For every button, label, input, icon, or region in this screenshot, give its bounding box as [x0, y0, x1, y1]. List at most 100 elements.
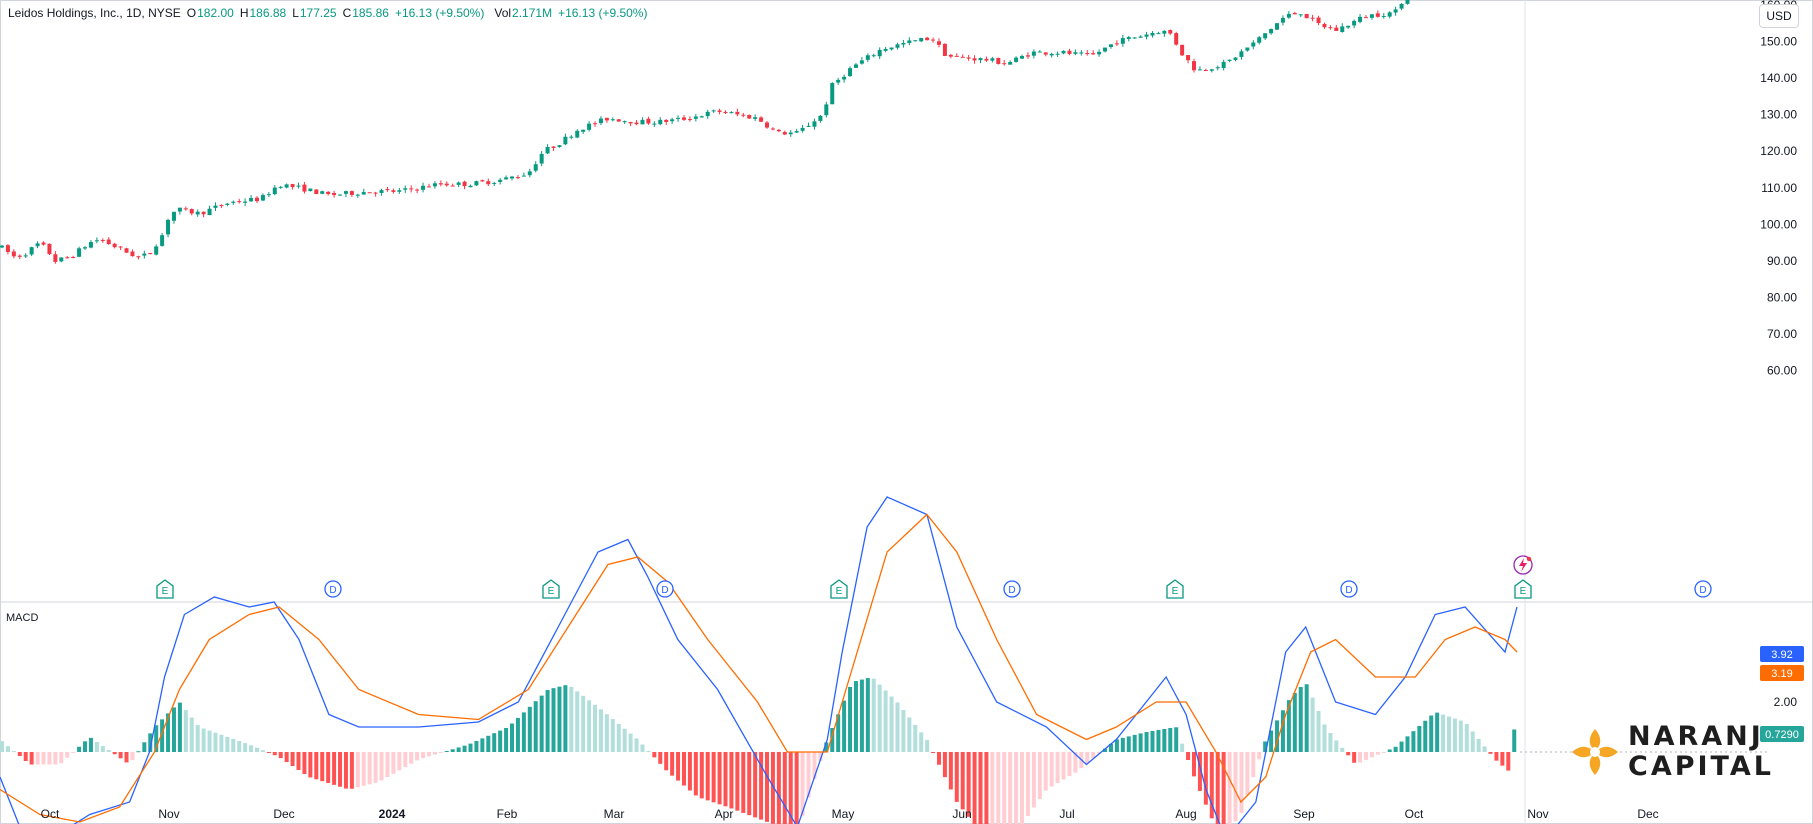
candle: [616, 119, 621, 122]
open-label: O: [186, 6, 197, 20]
candle: [17, 255, 22, 257]
macd-histogram-bar: [59, 752, 64, 764]
volume-change: +16.13 (+9.50%): [558, 6, 648, 20]
candle: [160, 235, 165, 246]
candle: [1186, 55, 1191, 61]
candle: [960, 56, 965, 58]
macd-histogram-bar: [1055, 752, 1060, 784]
candle: [812, 121, 817, 127]
macd-histogram-bar: [1037, 752, 1042, 800]
macd-histogram-bar: [1144, 731, 1149, 752]
macd-histogram-bar: [925, 739, 930, 752]
price-axis-tick-14: 70.00: [1767, 327, 1797, 341]
candle: [788, 132, 793, 135]
macd-histogram-bar: [249, 745, 254, 752]
candle: [130, 251, 135, 257]
macd-histogram-bar: [1494, 752, 1499, 761]
macd-histogram-bar: [189, 717, 194, 752]
macd-histogram-bar: [877, 684, 882, 752]
macd-histogram-bar: [842, 700, 847, 752]
candle: [770, 128, 775, 130]
candle: [1180, 44, 1185, 56]
candle: [1067, 50, 1072, 54]
macd-histogram-bar: [510, 723, 515, 752]
candle: [1369, 14, 1374, 18]
macd-histogram-bar: [521, 712, 526, 752]
candle: [942, 43, 947, 56]
macd-histogram-bar: [213, 732, 218, 752]
macd-histogram-bar: [1387, 749, 1392, 752]
macd-histogram-bar: [83, 741, 88, 752]
candle: [931, 39, 936, 41]
candle: [462, 181, 467, 187]
macd-histogram-bar: [818, 752, 823, 761]
brand-line-1: NARANJ: [1628, 721, 1764, 752]
candle: [575, 130, 580, 138]
macd-histogram-bar: [1346, 752, 1351, 756]
macd-histogram-bar: [557, 686, 562, 752]
macd-histogram-bar: [373, 752, 378, 783]
macd-histogram-bar: [65, 752, 70, 758]
macd-histogram-bar: [231, 738, 236, 752]
macd-histogram-bar: [622, 728, 627, 752]
candle: [444, 183, 449, 186]
time-axis-tick-11: Sep: [1293, 807, 1315, 821]
macd-histogram-bar: [1132, 734, 1137, 752]
candle: [284, 184, 289, 188]
price-change: +16.13 (+9.50%): [394, 6, 485, 20]
candle: [11, 251, 16, 257]
candle: [124, 248, 129, 253]
currency-button[interactable]: USD: [1759, 4, 1799, 28]
candle: [183, 208, 188, 210]
macd-histogram-bar: [1251, 752, 1256, 778]
candle: [610, 119, 615, 121]
dividend-d-icon: D: [656, 580, 674, 598]
macd-histogram-bar: [770, 752, 775, 824]
macd-indicator-label[interactable]: MACD: [6, 612, 39, 624]
candle: [859, 60, 864, 64]
macd-histogram-bar: [498, 730, 503, 752]
candle: [1150, 32, 1155, 36]
open-value: 182.00: [197, 6, 234, 20]
candle: [94, 240, 99, 242]
macd-histogram-bar: [207, 730, 212, 752]
macd-histogram-bar: [35, 752, 40, 765]
low-value: 177.25: [299, 6, 337, 20]
candle: [765, 122, 770, 128]
macd-histogram-bar: [432, 752, 437, 755]
candle: [936, 41, 941, 45]
macd-histogram-bar: [1369, 752, 1374, 758]
macd-histogram-bar: [984, 752, 989, 824]
macd-histogram-bar: [492, 733, 497, 752]
macd-histogram-bar: [1352, 752, 1357, 763]
time-axis-tick-13: Nov: [1527, 807, 1548, 821]
volume-label: Vol: [494, 6, 512, 20]
candle: [166, 219, 171, 235]
svg-text:E: E: [1520, 586, 1527, 597]
candle: [1286, 13, 1291, 18]
candle: [794, 131, 799, 133]
macd-histogram-bar: [1429, 715, 1434, 752]
macd-histogram-bar: [29, 752, 34, 765]
macd-histogram-bar: [759, 752, 764, 820]
candle: [984, 58, 989, 61]
candle: [729, 112, 734, 114]
candle: [415, 189, 420, 191]
candle: [664, 119, 669, 122]
candle: [670, 119, 675, 122]
macd-histogram-bar: [1002, 752, 1007, 824]
macd-histogram-bar: [260, 750, 265, 752]
candle: [254, 197, 259, 202]
candle: [1055, 53, 1060, 55]
candle: [492, 182, 497, 184]
candle: [598, 118, 603, 124]
macd-histogram-bar: [1280, 710, 1285, 752]
macd-histogram-bar: [1322, 724, 1327, 752]
candle: [1233, 57, 1238, 60]
macd-histogram-bar: [658, 752, 663, 764]
macd-histogram-bar: [1298, 686, 1303, 752]
macd-histogram-bar: [640, 744, 645, 752]
candle: [551, 146, 556, 148]
macd-histogram-bar: [100, 746, 105, 752]
